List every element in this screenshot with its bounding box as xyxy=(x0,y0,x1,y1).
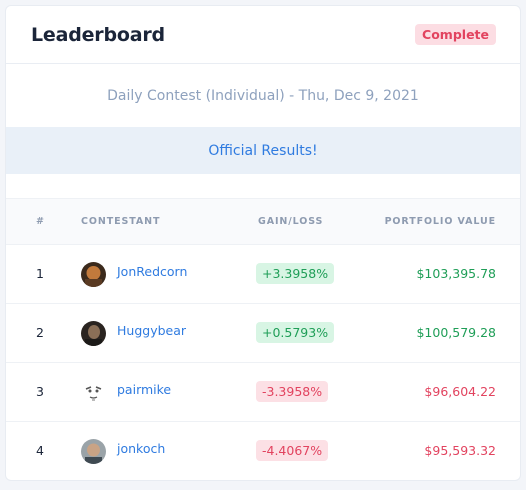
table-header: # CONTESTANT GAIN/LOSS PORTFOLIO VALUE xyxy=(6,198,520,245)
gain-loss-badge: -4.4067% xyxy=(256,440,329,461)
contest-title: Daily Contest (Individual) - Thu, Dec 9,… xyxy=(107,87,419,104)
rank-cell: 2 xyxy=(36,325,44,340)
leaderboard-card: Leaderboard Complete Daily Contest (Indi… xyxy=(5,5,521,481)
portfolio-value: $103,395.78 xyxy=(416,266,496,281)
rank-cell: 3 xyxy=(36,384,44,399)
gain-loss-badge: +3.3958% xyxy=(256,263,335,284)
column-header-portfolio-value: PORTFOLIO VALUE xyxy=(384,216,496,227)
avatar[interactable] xyxy=(81,439,106,464)
avatar[interactable] xyxy=(81,321,106,346)
spacer xyxy=(6,174,520,198)
rank-cell: 1 xyxy=(36,266,44,281)
table-row: 3 pairmike -3.3958% $96,604.22 xyxy=(6,363,520,422)
gain-loss-badge: +0.5793% xyxy=(256,322,335,343)
official-results-banner: Official Results! xyxy=(6,127,520,174)
table-row: 4 jonkoch -4.4067% $95,593.32 xyxy=(6,422,520,480)
table-body: 1 JonRedcorn +3.3958% $103,395.78 2 xyxy=(6,245,520,480)
avatar[interactable] xyxy=(81,380,106,405)
contestant-name-link[interactable]: pairmike xyxy=(117,382,172,397)
contestant-name-link[interactable]: JonRedcorn xyxy=(117,264,188,279)
status-badge: Complete xyxy=(415,24,496,45)
gain-loss-badge: -3.3958% xyxy=(256,381,329,402)
table-row: 1 JonRedcorn +3.3958% $103,395.78 xyxy=(6,245,520,304)
portfolio-value: $96,604.22 xyxy=(424,384,496,399)
portfolio-value: $100,579.28 xyxy=(416,325,496,340)
contestant-name-link[interactable]: Huggybear xyxy=(117,323,187,338)
column-header-gain-loss: GAIN/LOSS xyxy=(258,216,324,227)
column-header-rank: # xyxy=(36,216,45,227)
avatar[interactable] xyxy=(81,262,106,287)
page-title: Leaderboard xyxy=(31,23,165,46)
contestant-name-link[interactable]: jonkoch xyxy=(117,441,166,456)
card-header: Leaderboard Complete xyxy=(6,6,520,64)
column-header-contestant: CONTESTANT xyxy=(81,216,161,227)
rank-cell: 4 xyxy=(36,443,44,458)
table-row: 2 Huggybear +0.5793% $100,579.28 xyxy=(6,304,520,363)
portfolio-value: $95,593.32 xyxy=(424,443,496,458)
